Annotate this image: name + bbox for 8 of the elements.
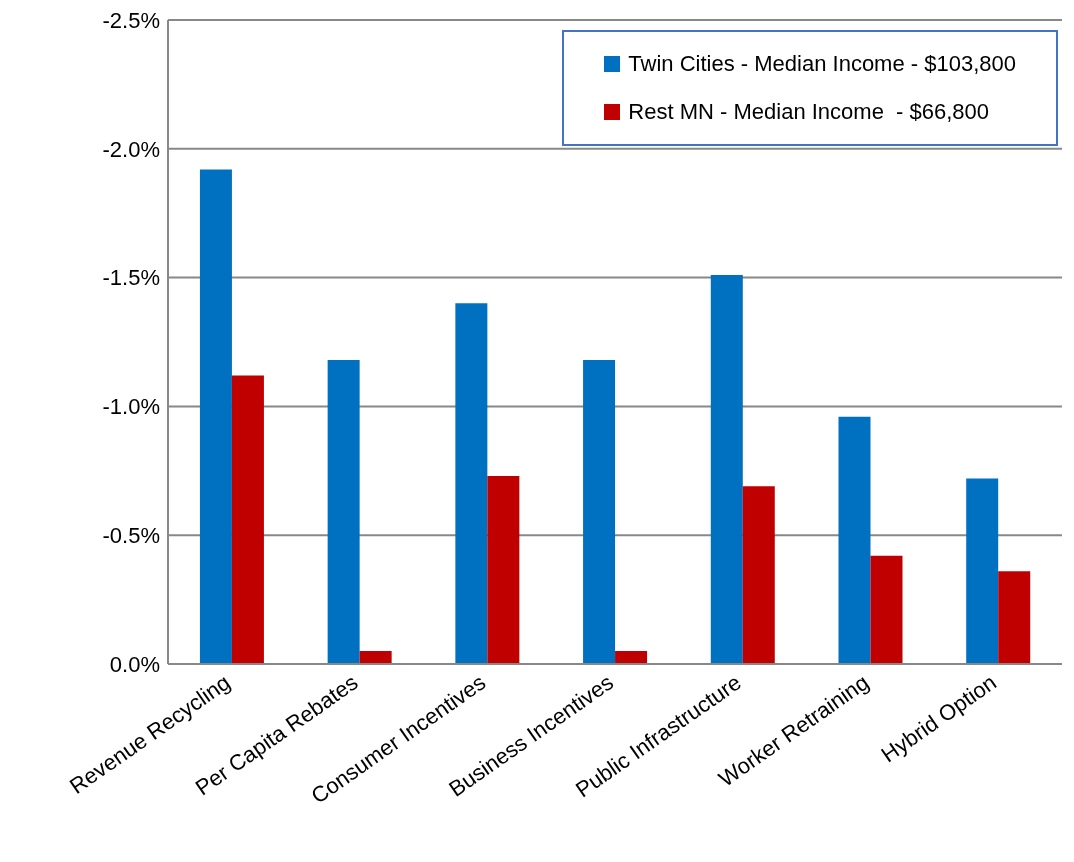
y-tick-label: -1.0% <box>102 394 160 420</box>
legend-label: Twin Cities - Median Income - $103,800 <box>628 50 1016 78</box>
y-tick-label: -2.0% <box>102 136 160 162</box>
legend-label: Rest MN - Median Income - $66,800 <box>628 98 990 126</box>
y-tick-label: -0.5% <box>102 523 160 549</box>
y-tick-label: 0.0% <box>109 651 160 677</box>
y-tick-label: -1.5% <box>102 265 160 291</box>
y-tick-label: -2.5% <box>102 7 160 33</box>
